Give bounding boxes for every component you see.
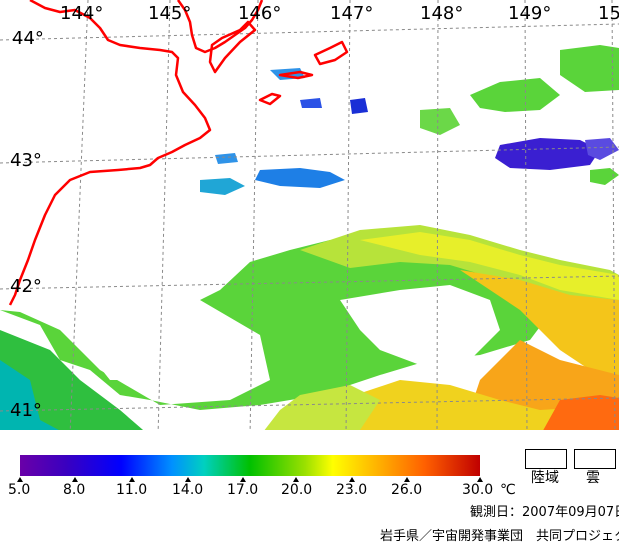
tick-mark-30 [477,477,483,482]
tick-mark-11 [129,477,135,482]
lat-label-42: 42° [10,276,42,297]
sst-map: 144° 145° 146° 147° 148° 149° 15 44° 43°… [0,0,619,436]
tick-label-26: 26.0 [391,482,423,498]
lon-label-144: 144° [60,3,104,24]
tick-mark-20 [293,477,299,482]
tick-label-8: 8.0 [63,482,86,498]
tick-mark-26 [404,477,410,482]
coastline [8,0,349,306]
tick-label-5: 5.0 [8,482,31,498]
lon-label-145: 145° [148,3,192,24]
tick-label-20: 20.0 [281,482,313,498]
lon-label-149: 149° [508,3,552,24]
tick-label-30: 30.0 [462,482,494,498]
unit-label: ℃ [500,482,516,498]
credit-text: 岩手県／宇宙開発事業団 共同プロジェクト [380,529,619,544]
temperature-color-scale [20,455,480,476]
tick-label-17: 17.0 [227,482,259,498]
tick-mark-14 [185,477,191,482]
lon-label-150: 15 [598,3,619,24]
graticule [0,0,619,436]
tick-label-23: 23.0 [336,482,368,498]
tick-mark-17 [240,477,246,482]
lon-label-146: 146° [238,3,282,24]
lon-label-148: 148° [420,3,464,24]
land-label: 陸域 [531,470,559,486]
cloud-swatch [574,449,616,469]
lat-label-43: 43° [10,150,42,171]
tick-mark-5 [17,477,23,482]
sst-map-canvas [0,0,619,436]
lat-label-44: 44° [12,28,44,49]
land-swatch [525,449,567,469]
tick-mark-8 [72,477,78,482]
tick-label-14: 14.0 [172,482,204,498]
sst-fill [0,45,619,436]
tick-label-11: 11.0 [116,482,148,498]
lat-label-41: 41° [10,400,42,421]
lon-label-147: 147° [330,3,374,24]
observation-date: 観測日：2007年09月07日 [470,505,619,520]
tick-mark-23 [349,477,355,482]
cloud-label: 雲 [586,470,600,486]
